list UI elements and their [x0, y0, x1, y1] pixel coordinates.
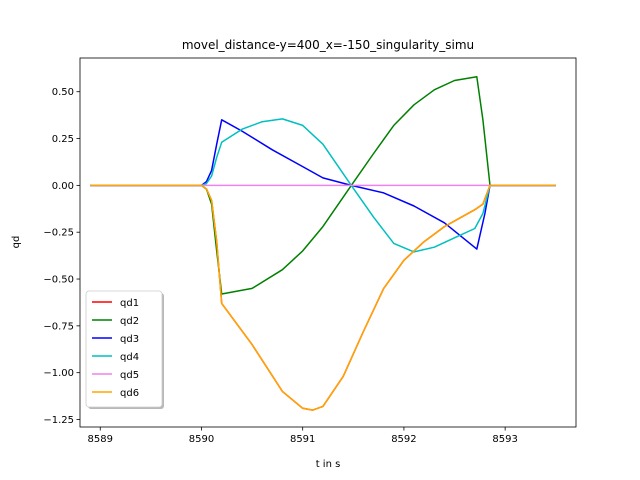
x-tick-label: 8590: [189, 434, 214, 445]
x-axis: 8589 8590 8591 8592 8593: [88, 427, 518, 445]
y-tick-label: −1.25: [43, 415, 74, 426]
y-tick-label: 0.25: [52, 134, 74, 145]
legend: qd1 qd2 qd3 qd4 qd5 qd6: [85, 290, 164, 409]
y-axis-label: qd: [11, 236, 22, 249]
axes-frame: [79, 57, 577, 428]
legend-label-qd1: qd1: [120, 298, 139, 309]
legend-label-qd6: qd6: [120, 388, 139, 399]
legend-label-qd3: qd3: [120, 334, 139, 345]
series-line-qd6: [90, 184, 556, 411]
x-tick-label: 8593: [492, 434, 517, 445]
x-tick-label: 8592: [391, 434, 416, 445]
series-layer: [90, 75, 556, 411]
y-tick-label: 0.50: [52, 87, 74, 98]
y-tick-label: −0.75: [43, 321, 74, 332]
y-tick-label: −1.00: [43, 368, 74, 379]
x-tick-label: 8589: [88, 434, 113, 445]
legend-label-qd5: qd5: [120, 370, 139, 381]
y-tick-label: −0.50: [43, 275, 74, 286]
y-tick-label: 0.00: [52, 181, 74, 192]
y-axis: 0.50 0.25 0.00 −0.25 −0.50 −0.75 −1.00 −1.25: [43, 87, 80, 426]
chart-title: movel_distance-y=400_x=-150_singularity_…: [182, 38, 474, 52]
y-tick-label: −0.25: [43, 228, 74, 239]
legend-label-qd4: qd4: [120, 352, 139, 363]
x-axis-label: t in s: [316, 459, 341, 470]
x-tick-label: 8591: [290, 434, 315, 445]
series-line-qd4: [90, 118, 556, 253]
series-line-qd3: [90, 119, 556, 250]
legend-label-qd2: qd2: [120, 316, 139, 327]
